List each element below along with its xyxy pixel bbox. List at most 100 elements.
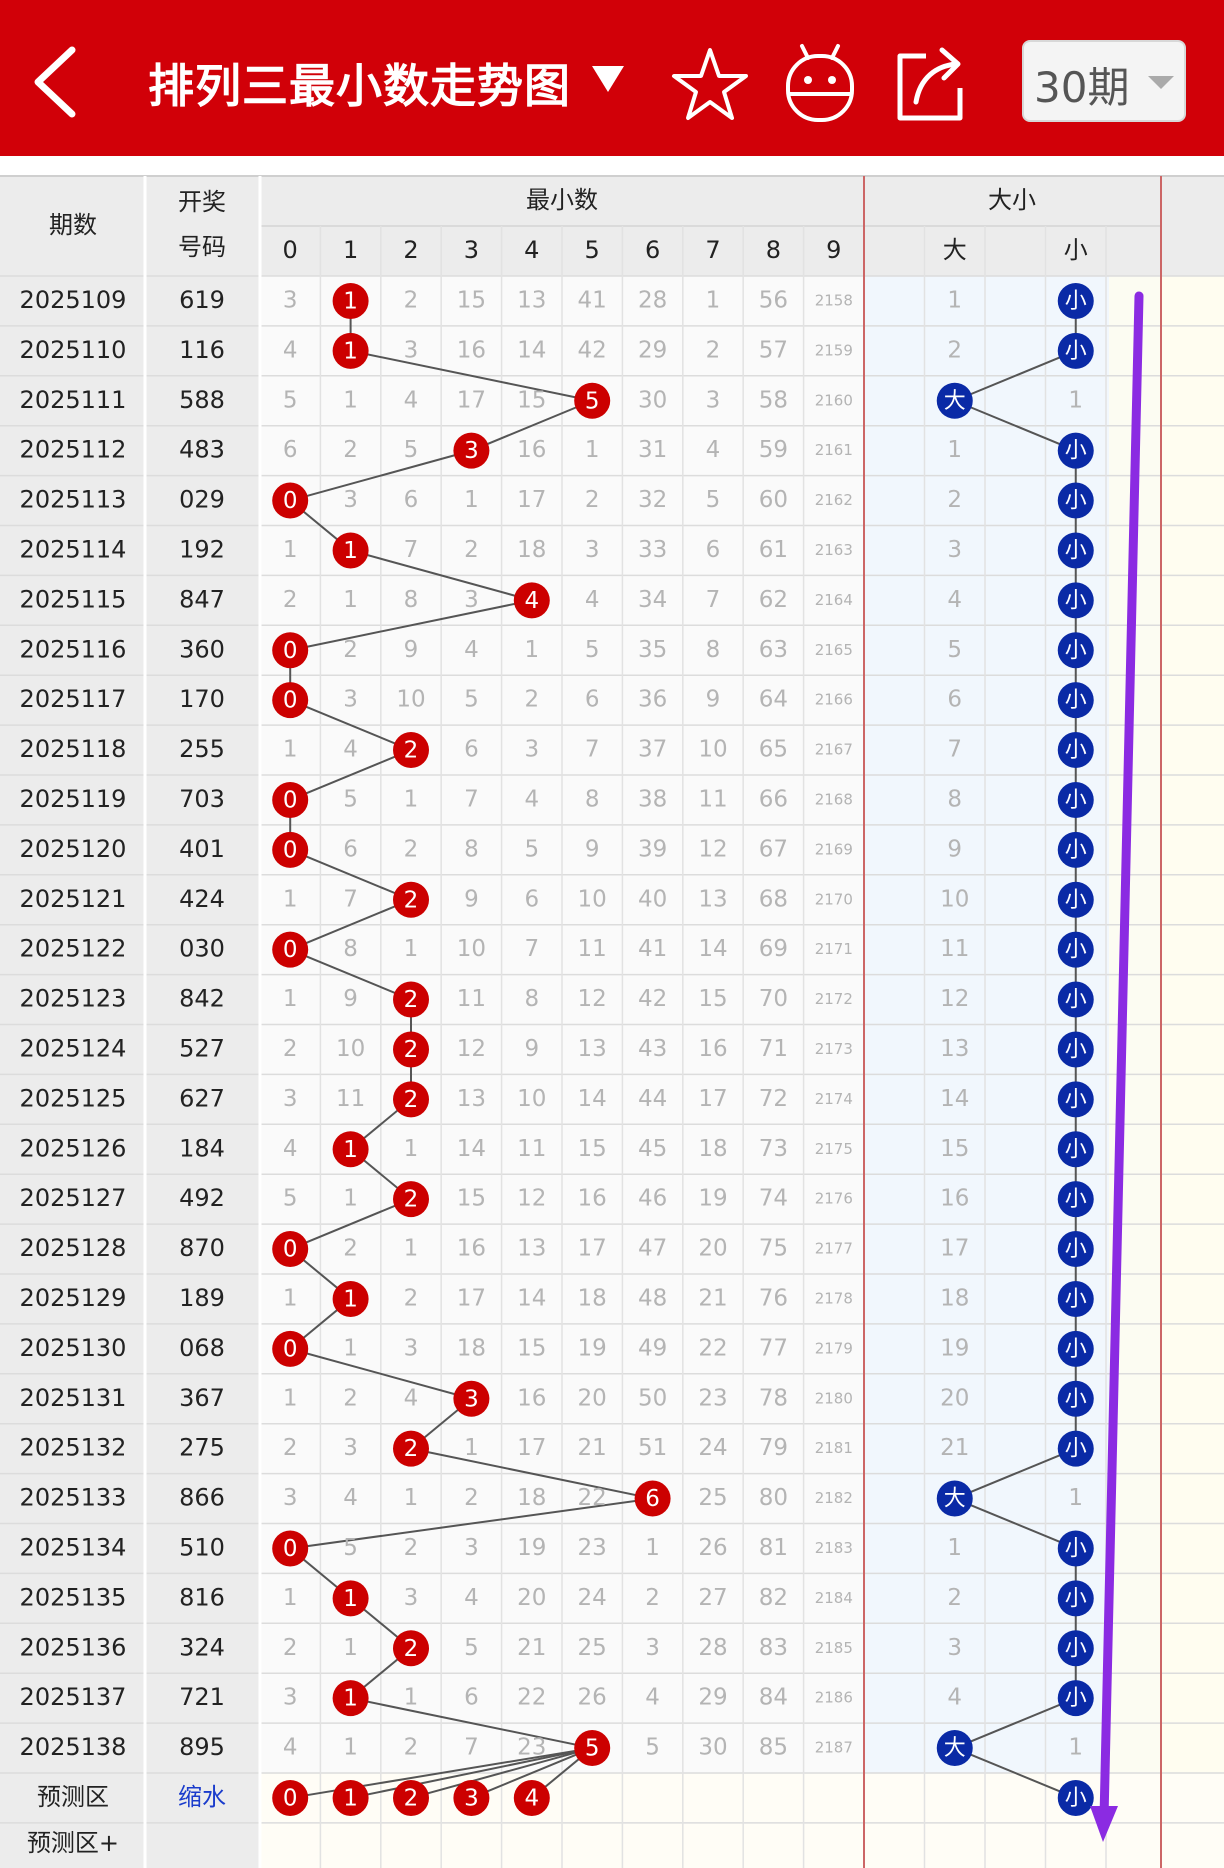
miss-count-cell: 2173 bbox=[815, 1040, 853, 1058]
predict-ball[interactable] bbox=[513, 1779, 550, 1816]
min-digit-ball-label: 2 bbox=[404, 1037, 419, 1063]
small-ball bbox=[1057, 282, 1094, 319]
miss-count-cell: 18 bbox=[457, 1335, 486, 1361]
miss-count-cell: 20 bbox=[698, 1236, 727, 1262]
trend-line-segment bbox=[289, 699, 412, 751]
miss-count-cell: 1 bbox=[283, 1585, 298, 1611]
small-ball-label: 小 bbox=[1065, 1337, 1087, 1362]
miss-count-cell: 2176 bbox=[815, 1190, 853, 1208]
big-miss-cell: 10 bbox=[940, 886, 969, 912]
miss-count-cell: 1 bbox=[404, 1236, 419, 1262]
dropdown-triangle-icon[interactable] bbox=[588, 60, 628, 100]
miss-count-cell: 9 bbox=[524, 1036, 539, 1062]
period-cell: 2025113 bbox=[20, 486, 127, 514]
star-icon[interactable] bbox=[670, 40, 750, 126]
miss-count-cell: 10 bbox=[336, 1036, 365, 1062]
miss-count-cell: 13 bbox=[517, 1236, 546, 1262]
small-ball-label: 小 bbox=[1065, 339, 1087, 364]
miss-count-cell: 15 bbox=[578, 1136, 607, 1162]
miss-count-cell: 1 bbox=[464, 487, 479, 513]
small-ball bbox=[1057, 1530, 1094, 1567]
trend-line-segment bbox=[290, 1497, 653, 1550]
prediction-line-segment bbox=[350, 1747, 593, 1799]
miss-count-cell: 51 bbox=[638, 1435, 667, 1461]
big-miss-cell: 20 bbox=[940, 1385, 969, 1411]
trend-line-segment bbox=[350, 349, 593, 402]
page-title[interactable]: 排列三最小数走势图 bbox=[148, 59, 571, 113]
min-digit-ball bbox=[332, 332, 369, 369]
robot-icon[interactable] bbox=[780, 40, 860, 126]
miss-count-cell: 2 bbox=[404, 836, 419, 862]
miss-count-cell: 27 bbox=[698, 1585, 727, 1611]
digit-header-0: 0 bbox=[283, 236, 298, 264]
miss-count-cell: 39 bbox=[638, 836, 667, 862]
small-ball bbox=[1057, 781, 1094, 818]
predict-small-ball[interactable] bbox=[1057, 1779, 1094, 1816]
miss-count-cell: 1 bbox=[464, 1435, 479, 1461]
small-ball-label: 小 bbox=[1065, 439, 1087, 464]
back-arrow-icon[interactable] bbox=[28, 42, 88, 122]
miss-count-cell: 5 bbox=[283, 387, 298, 413]
miss-count-cell: 1 bbox=[706, 287, 721, 313]
miss-count-cell: 71 bbox=[759, 1036, 788, 1062]
trend-line-segment bbox=[289, 848, 412, 901]
predict-ball[interactable] bbox=[453, 1779, 490, 1816]
miss-count-cell: 5 bbox=[464, 687, 479, 713]
trend-line-segment bbox=[289, 1347, 472, 1400]
min-digit-ball bbox=[332, 282, 369, 319]
predict-ball[interactable] bbox=[272, 1779, 309, 1816]
miss-count-cell: 1 bbox=[404, 786, 419, 812]
miss-count-cell: 2177 bbox=[815, 1240, 853, 1258]
shrink-link[interactable]: 缩水 bbox=[178, 1783, 226, 1811]
min-digit-ball-label: 0 bbox=[283, 638, 298, 664]
min-digit-ball bbox=[272, 1231, 309, 1268]
miss-count-cell: 2183 bbox=[815, 1539, 853, 1557]
small-ball-label: 小 bbox=[1065, 1187, 1087, 1212]
big-ball-label: 大 bbox=[944, 1487, 966, 1512]
predict-plus-label: 预测区+ bbox=[27, 1829, 119, 1857]
header-draw-top: 开奖 bbox=[178, 188, 226, 216]
miss-count-cell: 7 bbox=[524, 936, 539, 962]
min-digit-ball-label: 2 bbox=[404, 887, 419, 913]
miss-count-cell: 2 bbox=[283, 1635, 298, 1661]
small-ball-label: 小 bbox=[1065, 1387, 1087, 1412]
min-digit-ball-label: 0 bbox=[283, 787, 298, 813]
share-icon[interactable] bbox=[890, 40, 970, 126]
prediction-line-segment bbox=[410, 1747, 593, 1799]
miss-count-cell: 28 bbox=[698, 1635, 727, 1661]
miss-count-cell: 36 bbox=[638, 687, 667, 713]
min-digit-ball bbox=[272, 1530, 309, 1567]
miss-count-cell: 16 bbox=[578, 1186, 607, 1212]
miss-count-cell: 14 bbox=[578, 1086, 607, 1112]
miss-count-cell: 9 bbox=[343, 986, 358, 1012]
big-miss-cell: 4 bbox=[947, 587, 962, 613]
predict-ball[interactable] bbox=[332, 1779, 369, 1816]
period-cell: 2025111 bbox=[20, 386, 127, 414]
miss-count-cell: 21 bbox=[517, 1635, 546, 1661]
miss-count-cell: 2 bbox=[464, 537, 479, 563]
miss-count-cell: 18 bbox=[698, 1136, 727, 1162]
miss-count-cell: 19 bbox=[578, 1335, 607, 1361]
miss-count-cell: 44 bbox=[638, 1086, 667, 1112]
small-ball-label: 小 bbox=[1065, 788, 1087, 813]
big-miss-cell: 11 bbox=[940, 936, 969, 962]
min-digit-ball-label: 0 bbox=[283, 1336, 298, 1362]
miss-count-cell: 2 bbox=[283, 1435, 298, 1461]
miss-count-cell: 29 bbox=[638, 337, 667, 363]
miss-count-cell: 30 bbox=[698, 1735, 727, 1761]
miss-count-cell: 3 bbox=[464, 1535, 479, 1561]
miss-count-cell: 1 bbox=[404, 1685, 419, 1711]
miss-count-cell: 23 bbox=[517, 1735, 546, 1761]
miss-count-cell: 2168 bbox=[815, 790, 853, 808]
small-miss-cell: 1 bbox=[1068, 1735, 1083, 1761]
miss-count-cell: 8 bbox=[585, 786, 600, 812]
miss-count-cell: 60 bbox=[759, 487, 788, 513]
digit-header-1: 1 bbox=[343, 236, 358, 264]
miss-count-cell: 2163 bbox=[815, 541, 853, 559]
miss-count-cell: 17 bbox=[457, 1285, 486, 1311]
period-select[interactable]: 30期 bbox=[1022, 40, 1186, 122]
predict-ball-label: 2 bbox=[404, 1785, 419, 1811]
miss-count-cell: 5 bbox=[585, 637, 600, 663]
period-cell: 2025132 bbox=[20, 1434, 127, 1462]
predict-ball[interactable] bbox=[393, 1779, 429, 1816]
